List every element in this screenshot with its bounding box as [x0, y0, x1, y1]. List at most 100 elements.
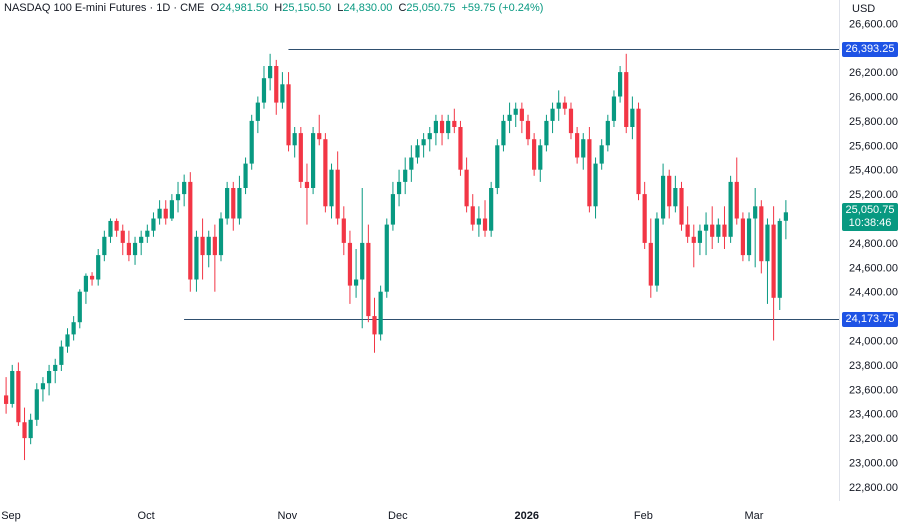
candle[interactable]: [89, 272, 95, 286]
candle[interactable]: [347, 230, 353, 304]
candle[interactable]: [163, 200, 168, 225]
candle[interactable]: [550, 102, 555, 134]
candle[interactable]: [685, 206, 690, 243]
candle[interactable]: [175, 181, 181, 213]
candle[interactable]: [102, 230, 107, 262]
candle[interactable]: [280, 72, 285, 109]
candle[interactable]: [341, 206, 346, 256]
candle[interactable]: [360, 188, 365, 329]
candle[interactable]: [605, 114, 610, 152]
candle[interactable]: [501, 114, 506, 152]
candle[interactable]: [581, 133, 586, 170]
candle[interactable]: [22, 407, 27, 461]
candle[interactable]: [4, 377, 9, 414]
candle[interactable]: [611, 90, 617, 127]
candle[interactable]: [489, 181, 494, 237]
candle[interactable]: [568, 102, 574, 140]
candle[interactable]: [746, 212, 752, 262]
candle[interactable]: [532, 133, 537, 176]
candle[interactable]: [323, 133, 328, 213]
candle[interactable]: [132, 236, 138, 265]
candle[interactable]: [556, 90, 561, 121]
candle[interactable]: [372, 297, 377, 353]
candle[interactable]: [16, 362, 21, 426]
candle[interactable]: [317, 114, 322, 146]
candle[interactable]: [618, 66, 623, 103]
candle[interactable]: [182, 174, 187, 207]
candle[interactable]: [703, 212, 709, 256]
candle[interactable]: [243, 157, 248, 195]
candle[interactable]: [538, 139, 543, 182]
candle[interactable]: [691, 224, 696, 268]
candle[interactable]: [624, 53, 629, 134]
candle[interactable]: [771, 206, 776, 341]
candle[interactable]: [740, 212, 745, 262]
candle[interactable]: [476, 206, 481, 237]
candle[interactable]: [464, 157, 469, 213]
candle[interactable]: [734, 157, 739, 225]
candle[interactable]: [157, 200, 162, 225]
candle[interactable]: [231, 181, 236, 231]
candle[interactable]: [716, 218, 721, 243]
currency-label[interactable]: USD: [852, 3, 876, 15]
candle[interactable]: [519, 102, 524, 134]
candle[interactable]: [587, 127, 592, 213]
candle[interactable]: [710, 206, 715, 249]
candle[interactable]: [630, 96, 635, 140]
candle[interactable]: [390, 181, 396, 231]
candle[interactable]: [218, 212, 224, 262]
candle[interactable]: [433, 114, 438, 146]
candle[interactable]: [286, 72, 291, 152]
candle[interactable]: [636, 102, 641, 201]
candle[interactable]: [562, 96, 567, 115]
candle[interactable]: [28, 413, 33, 445]
candle[interactable]: [415, 139, 420, 164]
candle[interactable]: [765, 218, 770, 304]
candle[interactable]: [329, 163, 334, 219]
candle[interactable]: [255, 96, 260, 134]
candle[interactable]: [507, 102, 512, 134]
candle[interactable]: [298, 127, 303, 188]
candle[interactable]: [40, 377, 46, 402]
candle[interactable]: [353, 249, 359, 298]
candle[interactable]: [274, 59, 279, 115]
candle[interactable]: [384, 218, 389, 298]
candle[interactable]: [660, 163, 666, 225]
candle[interactable]: [525, 114, 531, 146]
candle[interactable]: [126, 230, 131, 262]
candle[interactable]: [654, 212, 660, 292]
candle[interactable]: [59, 340, 64, 372]
candle[interactable]: [759, 200, 764, 274]
candle[interactable]: [783, 200, 788, 240]
candle[interactable]: [83, 273, 89, 304]
candle[interactable]: [194, 230, 199, 292]
candle[interactable]: [53, 358, 58, 384]
candle[interactable]: [169, 194, 174, 221]
candle[interactable]: [593, 157, 598, 219]
candle[interactable]: [409, 145, 414, 182]
candle[interactable]: [311, 127, 316, 195]
symbol-name[interactable]: NASDAQ 100 E-mini Futures: [4, 2, 147, 14]
candle[interactable]: [212, 224, 217, 292]
candle[interactable]: [292, 127, 297, 158]
candle[interactable]: [421, 133, 426, 158]
candle[interactable]: [145, 224, 150, 243]
candle[interactable]: [335, 151, 340, 225]
candle[interactable]: [642, 181, 647, 249]
candle[interactable]: [667, 169, 672, 219]
candle[interactable]: [452, 108, 457, 134]
candle[interactable]: [249, 114, 254, 170]
candle[interactable]: [304, 163, 310, 225]
interval[interactable]: 1D: [156, 2, 171, 14]
candle[interactable]: [10, 364, 15, 408]
candle[interactable]: [470, 194, 475, 231]
candle[interactable]: [71, 316, 76, 341]
candle[interactable]: [396, 169, 402, 207]
candle[interactable]: [200, 218, 205, 280]
candle[interactable]: [482, 200, 488, 237]
candle[interactable]: [673, 175, 678, 213]
candle[interactable]: [544, 114, 549, 152]
candle[interactable]: [366, 224, 371, 323]
candle[interactable]: [151, 212, 156, 237]
